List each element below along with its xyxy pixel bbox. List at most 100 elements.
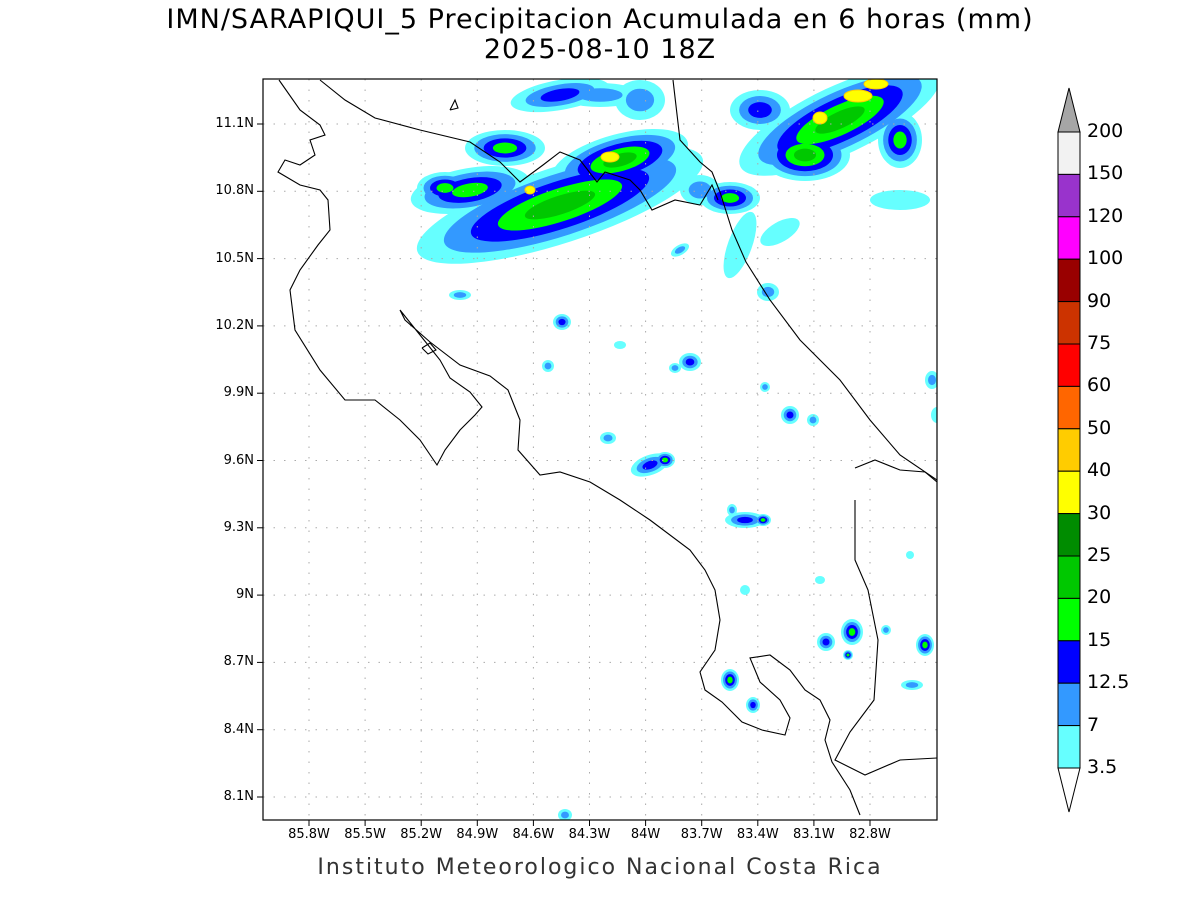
- colorbar-swatch: [1057, 640, 1081, 684]
- pacific-coastline: [277, 79, 861, 816]
- precip-contour: [750, 701, 756, 709]
- precip-contour: [846, 653, 850, 657]
- colorbar-swatch: [1057, 258, 1081, 303]
- colorbar-swatch: [1057, 385, 1081, 430]
- precip-max-spot: [843, 89, 873, 103]
- precip-contour: [603, 152, 637, 168]
- precip-contour: [906, 551, 914, 559]
- panama-border: [834, 500, 937, 776]
- colorbar-swatch: [1057, 513, 1081, 557]
- colorbar-label: 120: [1087, 204, 1124, 227]
- precip-contour: [661, 457, 669, 463]
- lon-tick-label: 83.1W: [792, 827, 835, 842]
- precip-max-spot: [863, 79, 889, 90]
- colorbar-label: 100: [1087, 247, 1124, 270]
- colorbar-swatch: [1057, 555, 1081, 599]
- coastlines: [277, 79, 937, 816]
- precip-contour: [492, 142, 518, 154]
- precip-contour: [544, 362, 552, 370]
- colorbar-label: 90: [1087, 289, 1112, 312]
- precip-contour: [524, 190, 596, 220]
- lon-tick-label: 84W: [630, 827, 661, 842]
- precip-contour: [436, 183, 454, 193]
- lat-tick-label: 10.5N: [215, 250, 254, 266]
- precip-contour: [674, 246, 686, 254]
- precip-contour: [720, 193, 740, 203]
- colorbar-swatch: [1057, 470, 1081, 515]
- precip-contour: [762, 384, 768, 390]
- colorbar-label: 20: [1087, 586, 1112, 609]
- footer-credit: Instituto Meteorologico Nacional Costa R…: [317, 855, 883, 880]
- colorbar-swatch: [1057, 597, 1081, 642]
- colorbar-label: 40: [1087, 459, 1112, 482]
- colorbar-label: 50: [1087, 416, 1112, 439]
- colorbar-label: 200: [1087, 120, 1124, 142]
- precip-contour: [737, 516, 753, 524]
- precip-contour: [614, 341, 626, 349]
- precip-contour: [928, 374, 936, 386]
- colorbar-label: 25: [1087, 544, 1112, 566]
- precip-contour: [577, 88, 623, 102]
- colorbar-label: 30: [1087, 501, 1112, 524]
- precip-contour: [452, 182, 488, 198]
- lon-tick-label: 84.3W: [568, 827, 611, 842]
- colorbar-label: 60: [1087, 374, 1112, 397]
- precip-contour: [793, 148, 817, 162]
- colorbar-swatch: [1057, 173, 1081, 218]
- precip-contour: [809, 416, 817, 424]
- colorbar-label: 12.5: [1087, 671, 1130, 694]
- lat-tick-label: 9.6N: [223, 452, 254, 468]
- colorbar-swatch: [1057, 131, 1081, 175]
- precip-contour: [815, 576, 825, 584]
- lat-tick-label: 8.7N: [223, 654, 254, 670]
- colorbar: [1057, 87, 1081, 813]
- precip-contour: [931, 407, 937, 423]
- colorbar-label: 3.5: [1087, 756, 1118, 778]
- precip-contour: [625, 88, 655, 112]
- lat-tick-label: 8.4N: [223, 721, 254, 737]
- precip-contour: [558, 318, 566, 326]
- precip-contour: [848, 628, 856, 636]
- lake-shore: [449, 98, 459, 111]
- panama-coast: [854, 459, 937, 483]
- lat-tick-label: 8.1N: [223, 789, 254, 804]
- precip-contour: [688, 181, 712, 199]
- precip-contour: [748, 102, 772, 118]
- lon-tick-label: 83.7W: [680, 827, 723, 842]
- precip-contour: [540, 88, 580, 102]
- lon-tick-label: 85.8W: [288, 827, 330, 842]
- colorbar-swatch: [1057, 682, 1081, 727]
- precip-contour: [729, 506, 735, 514]
- precip-contour: [561, 811, 569, 819]
- map-title: IMN/SARAPIQUI_5 Precipitacion Acumulada …: [166, 4, 1034, 35]
- colorbar-label: 75: [1087, 332, 1112, 354]
- precip-contour: [603, 434, 613, 442]
- lat-tick-label: 9.9N: [223, 385, 254, 401]
- precip-max-spot: [600, 151, 620, 163]
- precip-contour: [760, 218, 800, 247]
- precip-contour: [760, 518, 766, 522]
- precip-max-spot: [524, 185, 536, 195]
- colorbar-label: 150: [1087, 162, 1124, 185]
- colorbar-under-arrow: [1057, 767, 1081, 813]
- lon-tick-label: 83.4W: [736, 827, 779, 842]
- colorbar-label: 15: [1087, 628, 1112, 651]
- precip-contour: [727, 676, 733, 684]
- lon-tick-label: 85.2W: [400, 827, 443, 842]
- colorbar-swatch: [1057, 428, 1081, 472]
- map-frame: [262, 78, 938, 821]
- precip-contour: [761, 286, 775, 298]
- precip-contour: [822, 638, 830, 646]
- precip-contour: [815, 106, 865, 134]
- lat-tick-label: 10.2N: [215, 317, 254, 333]
- precip-contour: [786, 411, 794, 419]
- colorbar-swatch: [1057, 216, 1081, 260]
- colorbar-swatch: [1057, 343, 1081, 387]
- precipitation-field: [410, 79, 937, 820]
- colorbar-label: 7: [1087, 713, 1100, 736]
- precip-contour: [642, 460, 658, 470]
- precip-contour: [453, 292, 467, 298]
- lon-tick-label: 84.9W: [456, 827, 499, 842]
- lat-tick-label: 10.8N: [215, 183, 254, 199]
